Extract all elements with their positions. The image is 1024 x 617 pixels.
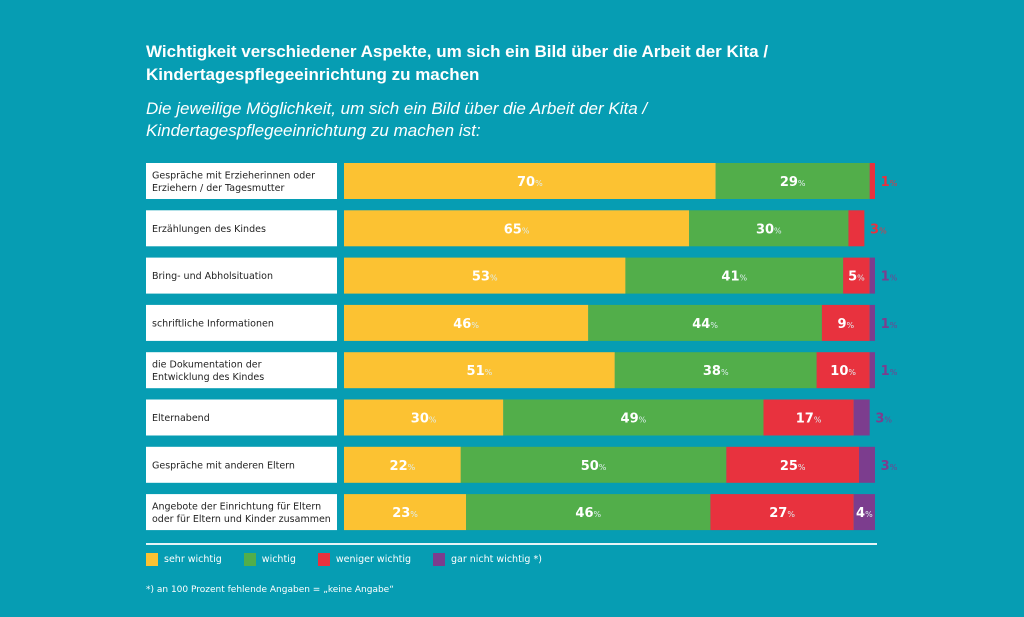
data-label: 9%	[837, 317, 854, 332]
data-label: 1%	[881, 364, 898, 379]
bar-segment	[344, 352, 615, 389]
data-label: 3%	[875, 412, 892, 427]
data-label: 1%	[881, 270, 898, 285]
legend-item-sehr-wichtig: sehr wichtig	[146, 553, 222, 566]
data-label: 49%	[621, 412, 647, 427]
category-label-box	[146, 163, 337, 199]
category-label: oder für Eltern und Kinder zusammen	[152, 514, 331, 525]
bar-segment	[869, 352, 875, 389]
legend-swatch-gar-nicht-wichtig	[432, 553, 445, 566]
bar-segment	[763, 399, 854, 436]
data-label: 1%	[881, 175, 898, 190]
data-label: 70%	[517, 175, 543, 190]
bar-segment	[726, 446, 860, 483]
bar-segment	[503, 399, 764, 436]
data-label: 10%	[830, 364, 856, 379]
data-label: 38%	[703, 364, 729, 379]
data-label: 4%	[856, 506, 873, 521]
category-label: Elternabend	[152, 413, 210, 424]
bar-segment	[344, 163, 716, 199]
category-label: Bring- und Abholsituation	[152, 271, 273, 282]
bar-segment	[344, 210, 690, 247]
data-label: 5%	[848, 270, 865, 285]
bar-segment	[848, 210, 865, 247]
chart-subtitle: Die jeweilige Möglichkeit, um sich ein B…	[146, 99, 648, 140]
category-label: Erziehern / der Tagesmutter	[152, 183, 284, 194]
data-label: 65%	[504, 222, 530, 237]
bar-segment	[816, 352, 870, 389]
data-label: 25%	[780, 459, 806, 474]
category-label: die Dokumentation der	[152, 359, 262, 370]
footnote: *) an 100 Prozent fehlende Angaben = „ke…	[146, 585, 394, 595]
data-label: 23%	[392, 506, 418, 521]
data-label: 22%	[390, 459, 416, 474]
bar-segment	[715, 163, 870, 199]
legend-item-gar-nicht-wichtig: gar nicht wichtig *)	[432, 553, 542, 566]
bar-segment	[625, 257, 844, 294]
category-label-box	[146, 446, 337, 483]
data-label: 1%	[881, 317, 898, 332]
bar-segment	[853, 399, 870, 436]
category-label-box	[146, 304, 337, 341]
data-label: 44%	[692, 317, 718, 332]
category-label: Gespräche mit anderen Eltern	[152, 460, 295, 471]
bar-segment	[614, 352, 817, 389]
bar-segment	[466, 494, 711, 531]
legend-label: sehr wichtig	[164, 554, 222, 565]
legend-label: weniger wichtig	[335, 554, 411, 565]
data-label: 30%	[756, 222, 782, 237]
bar-segment	[588, 304, 822, 341]
bar-segment	[843, 257, 870, 294]
data-label: 27%	[769, 506, 795, 521]
data-label: 3%	[881, 459, 898, 474]
bar-segment	[344, 257, 626, 294]
data-label: 50%	[581, 459, 607, 474]
category-label-box	[146, 210, 337, 247]
category-label: schriftliche Informationen	[152, 318, 274, 329]
legend-label: wichtig	[261, 554, 296, 565]
data-label: 29%	[780, 175, 806, 190]
bar-segment	[853, 494, 875, 531]
chart-title: Wichtigkeit verschiedener Aspekte, um si…	[146, 42, 769, 84]
data-label: 46%	[453, 317, 479, 332]
data-label: 3%	[870, 222, 887, 237]
bar-segment	[344, 494, 467, 531]
data-label: 17%	[796, 412, 822, 427]
category-label-box	[146, 352, 337, 389]
legend-swatch-wichtig	[243, 553, 256, 566]
data-label: 30%	[411, 412, 437, 427]
bar-segment	[869, 163, 875, 199]
legend-swatch-weniger-wichtig	[317, 553, 330, 566]
legend-item-wichtig: wichtig	[243, 553, 296, 566]
data-label: 51%	[467, 364, 493, 379]
bar-segment	[689, 210, 849, 247]
bar-segment	[344, 399, 504, 436]
category-label-box	[146, 494, 337, 531]
data-label: 46%	[575, 506, 601, 521]
category-label: Gespräche mit Erzieherinnen oder	[152, 170, 315, 181]
category-label-box	[146, 257, 337, 294]
legend-swatch-sehr-wichtig	[146, 553, 158, 566]
bar-segment	[344, 446, 461, 483]
legend-label: gar nicht wichtig *)	[450, 554, 542, 565]
legend: sehr wichtig wichtig weniger wichtig gar…	[146, 553, 564, 566]
category-label: Erzählungen des Kindes	[152, 224, 266, 235]
bar-segment	[344, 304, 589, 341]
bar-segment	[869, 304, 875, 341]
category-label: Entwicklung des Kindes	[152, 372, 264, 383]
bar-segment	[869, 257, 875, 294]
bar-segment	[859, 446, 875, 483]
category-label: Angebote der Einrichtung für Eltern	[152, 501, 321, 512]
data-label: 41%	[721, 270, 747, 285]
category-label-box	[146, 399, 337, 436]
bar-segment	[821, 304, 870, 341]
bar-segment	[460, 446, 727, 483]
legend-item-weniger-wichtig: weniger wichtig	[317, 553, 411, 566]
bar-segment	[710, 494, 854, 531]
data-label: 53%	[472, 270, 498, 285]
